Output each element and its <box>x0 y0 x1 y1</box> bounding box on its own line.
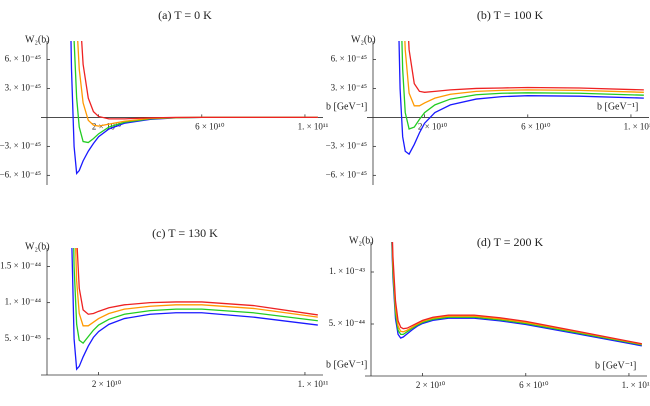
curve <box>71 248 318 371</box>
x-axis-label: b [GeV⁻¹] <box>597 102 638 113</box>
y-tick-label: 3. × 10⁻⁴⁵ <box>331 83 367 93</box>
y-tick-label: 6. × 10⁻⁴⁵ <box>331 54 367 64</box>
curve <box>391 242 642 346</box>
chart-title: (d) T = 200 K <box>477 235 544 249</box>
x-axis-label: b [GeV⁻¹] <box>595 360 636 371</box>
x-tick-label: 1. × 10¹¹ <box>624 121 650 131</box>
y-axis-label: W₂(b) <box>25 34 50 45</box>
y-axis-label: W₂(b) <box>351 34 376 45</box>
chart-title: (c) T = 130 K <box>152 226 218 240</box>
y-tick-label: −6. × 10⁻⁴⁵ <box>0 169 41 179</box>
curve <box>75 248 318 327</box>
x-axis-label: b [GeV⁻¹] <box>326 359 367 370</box>
x-tick-label: 2 × 10¹⁰ <box>92 379 122 389</box>
x-tick-label: 1. × 10¹¹ <box>298 379 329 389</box>
panel: (b) T = 100 K W₂(b) b [GeV⁻¹] 2 × 10¹⁰ 6 × 1… <box>326 8 650 185</box>
plot-area <box>398 41 644 156</box>
y-tick-label: 1. × 10⁻⁴³ <box>329 266 365 276</box>
x-tick-label: 1. × 10¹¹ <box>622 380 650 390</box>
y-tick-label: 3. × 10⁻⁴⁵ <box>5 83 41 93</box>
y-tick-label: 5. × 10⁻⁴⁵ <box>5 333 41 343</box>
plot-area <box>70 41 318 175</box>
y-tick-label: −6. × 10⁻⁴⁵ <box>326 169 367 179</box>
y-tick-label: −3. × 10⁻⁴⁵ <box>326 140 367 150</box>
x-tick-label: 6 × 10¹⁰ <box>519 380 549 390</box>
panel: (c) T = 130 K W₂(b) b [GeV⁻¹] 2 × 10¹⁰ 1. × … <box>0 226 367 389</box>
y-axis-label: W₂(b) <box>349 235 374 246</box>
curve <box>76 248 318 316</box>
x-tick-label: 2 × 10¹⁰ <box>418 121 448 131</box>
x-tick-label: 2 × 10¹⁰ <box>92 121 122 131</box>
x-tick-label: 6 × 10¹⁰ <box>521 121 551 131</box>
curve <box>73 248 318 345</box>
x-axis-label: b [GeV⁻¹] <box>326 102 367 113</box>
curve <box>398 41 644 156</box>
y-tick-label: 5. × 10⁻⁴⁴ <box>329 318 365 328</box>
x-tick-label: 6 × 10¹⁰ <box>195 121 225 131</box>
y-tick-label: 6. × 10⁻⁴⁵ <box>5 54 41 64</box>
curve <box>391 242 642 345</box>
x-tick-label: 1. × 10¹¹ <box>298 121 329 131</box>
y-tick-label: 1. × 10⁻⁴⁴ <box>5 297 41 307</box>
chart-title: (a) T = 0 K <box>158 8 212 22</box>
y-tick-label: 1.5 × 10⁻⁴⁴ <box>0 261 41 271</box>
curve <box>70 41 318 175</box>
curve <box>391 242 642 347</box>
panel: (a) T = 0 K W₂(b) b [GeV⁻¹] 2 × 10¹⁰ 6 × 10¹… <box>0 8 367 185</box>
chart-title: (b) T = 100 K <box>477 8 544 22</box>
x-tick-label: 2 × 10¹⁰ <box>416 380 446 390</box>
y-axis-label: W₂(b) <box>25 241 50 252</box>
curve <box>391 242 642 345</box>
plot-area <box>71 248 318 371</box>
panel: (d) T = 200 K W₂(b) b [GeV⁻¹] 2 × 10¹⁰ 6 × 1… <box>329 235 650 390</box>
curve <box>401 41 644 130</box>
plot-area <box>391 242 642 347</box>
y-tick-label: −3. × 10⁻⁴⁵ <box>0 140 41 150</box>
curve <box>404 41 644 107</box>
curve <box>81 41 318 120</box>
curve <box>408 41 644 93</box>
